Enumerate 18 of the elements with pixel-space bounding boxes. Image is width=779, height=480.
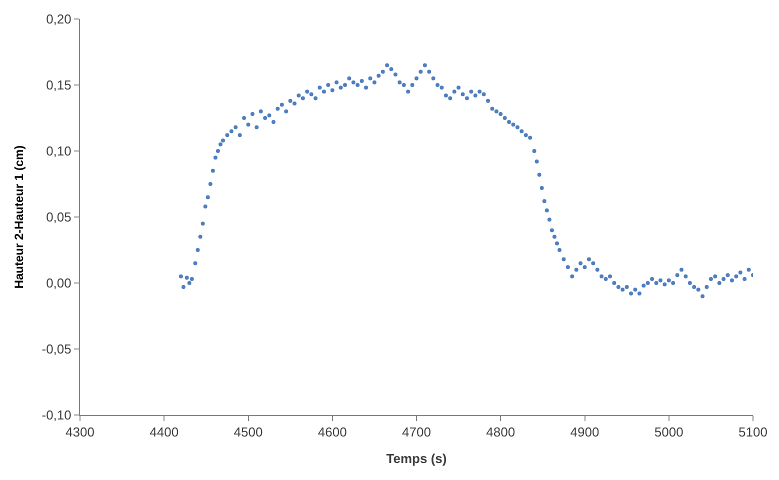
x-tick-label: 4400 — [150, 424, 179, 440]
y-tick-label: 0,15 — [46, 78, 72, 93]
y-axis-title: Hauteur 2-Hauteur 1 (cm) — [12, 145, 26, 289]
x-tick-label: 4500 — [234, 424, 263, 440]
x-axis-title: Temps (s) — [386, 451, 447, 466]
y-tick-label: 0,10 — [46, 144, 72, 159]
x-tick-label: 4700 — [402, 424, 431, 440]
x-tick-label: 4600 — [318, 424, 347, 440]
x-tick-label: 4800 — [486, 424, 516, 440]
x-tick-label: 4900 — [570, 424, 600, 440]
y-tick-label: -0,05 — [42, 342, 72, 357]
y-tick-label: 0,00 — [46, 276, 72, 291]
x-tick-label: 4300 — [66, 424, 94, 440]
y-tick-label: -0,10 — [42, 408, 72, 423]
x-tick-label: 5000 — [654, 424, 684, 440]
y-tick-label: 0,20 — [46, 12, 72, 27]
y-tick-label: 0,05 — [46, 210, 72, 225]
x-tick-label: 5100 — [738, 424, 768, 440]
